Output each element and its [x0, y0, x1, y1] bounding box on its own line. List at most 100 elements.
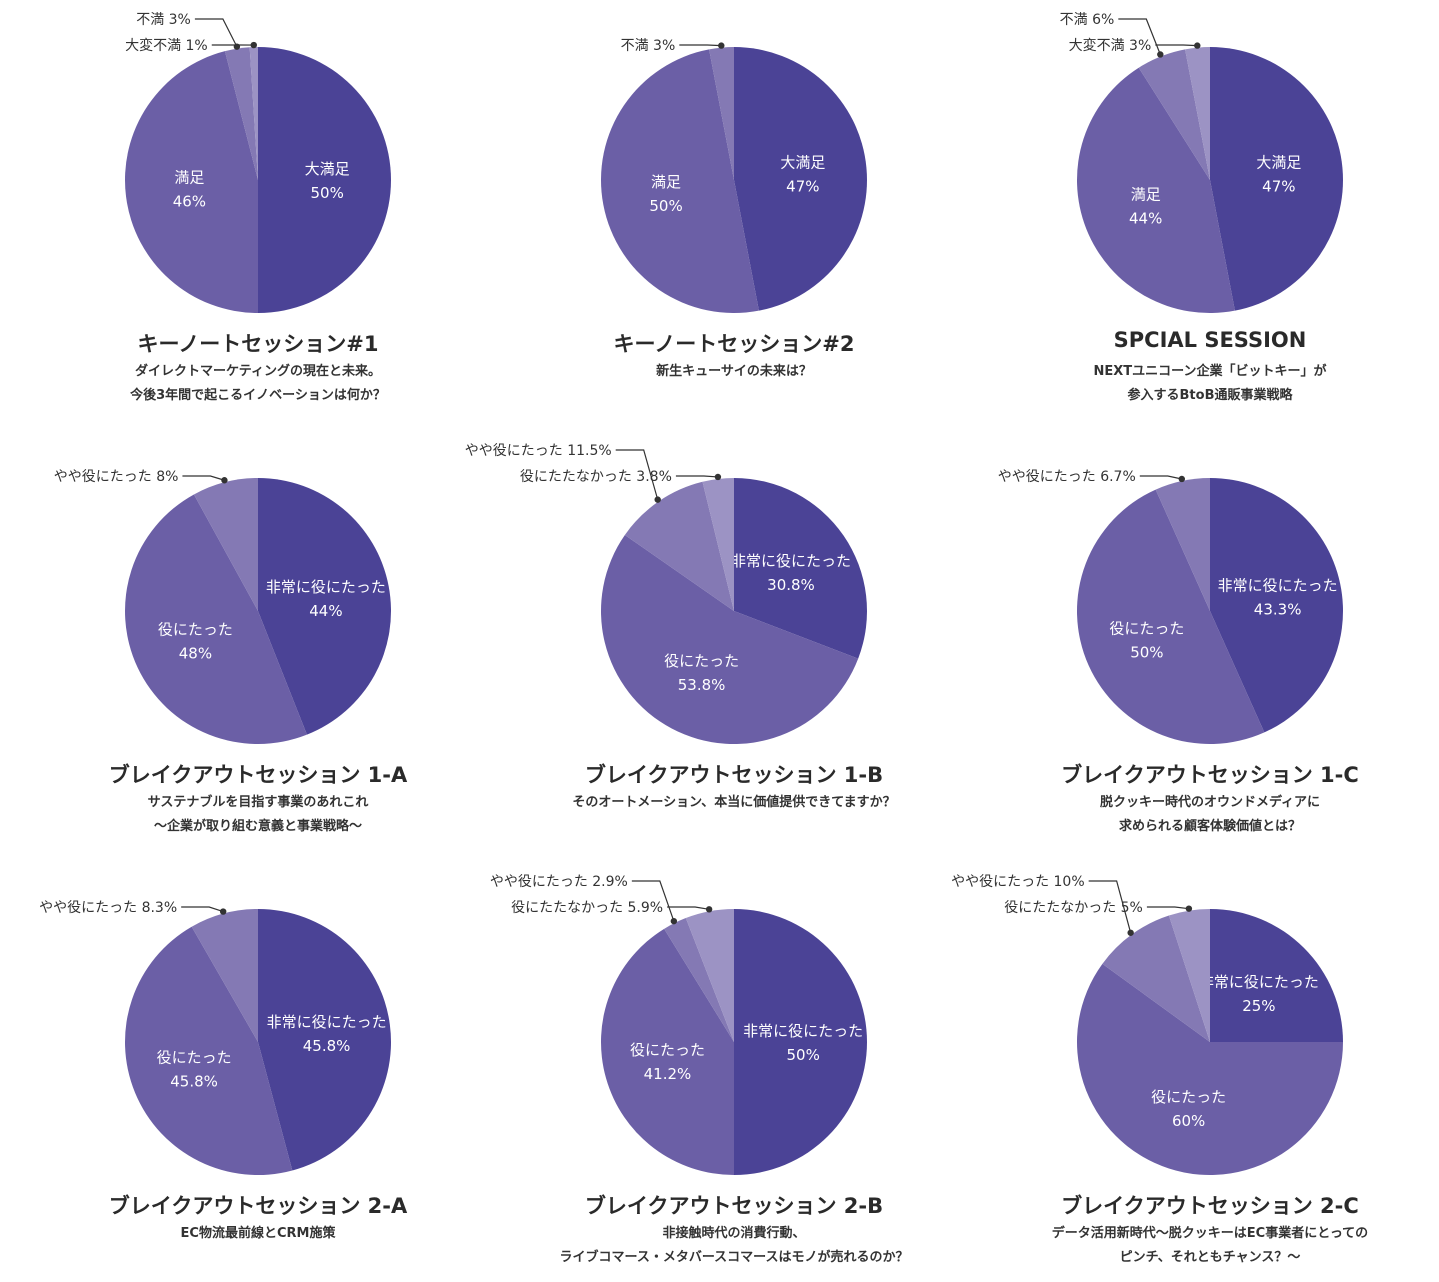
callout-dot	[1186, 905, 1192, 911]
callout-leader-line	[1147, 907, 1189, 909]
slice-label: 非常に役にたった	[266, 578, 386, 596]
slice-value-label: 50%	[310, 184, 343, 202]
slice-label: 役にたった	[157, 1048, 232, 1066]
slice-label: 非常に役にたった	[731, 552, 851, 570]
slice-value-label: 25%	[1242, 997, 1275, 1015]
chart-subtitle: ダイレクトマーケティングの現在と未来。今後3年間で起こるイノベーションは何か？	[23, 360, 493, 408]
slice-label: 役にたった	[1109, 619, 1184, 637]
chart-subtitle: NEXTユニコーン企業「ビットキー」が参入するBtoB通販事業戦略	[975, 360, 1439, 408]
callout-label: 役にたたなかった 5.9%	[511, 900, 663, 916]
callout-label: やや役にたった 11.5%	[465, 443, 612, 459]
slice-value-label: 48%	[179, 644, 212, 662]
slice-value-label: 53.8%	[678, 676, 726, 694]
slice-value-label: 50%	[786, 1046, 819, 1064]
chart-subtitle-line: そのオートメーション、本当に価値提供できてますか？	[499, 791, 969, 815]
slice-label: 役にたった	[1151, 1088, 1226, 1106]
slice-label: 満足	[1131, 185, 1161, 203]
callout-dot	[671, 918, 677, 924]
slice-value-label: 44%	[1129, 209, 1162, 227]
callout-dot	[220, 908, 226, 914]
callout-label: 不満 6%	[1060, 12, 1115, 28]
slice-value-label: 44%	[309, 602, 342, 620]
slice-label: 役にたった	[630, 1041, 705, 1059]
slice-label: 大満足	[305, 160, 350, 178]
slice-label: 大満足	[1256, 153, 1301, 171]
chart-subtitle: 新生キューサイの未来は？	[499, 360, 969, 384]
chart-subtitle-line: ～企業が取り組む意義と事業戦略～	[23, 815, 493, 839]
callout-leader-line	[181, 907, 223, 912]
callout-label: 不満 3%	[621, 38, 676, 54]
chart-subtitle-line: ライブコマース・メタバースコマースはモノが売れるのか？	[499, 1246, 969, 1270]
pie-slice-非常に役にたった	[734, 909, 867, 1175]
chart-subtitle: EC物流最前線とCRM施策	[23, 1222, 493, 1246]
slice-label: 役にたった	[664, 652, 739, 670]
chart-title: ブレイクアウトセッション 2-C	[975, 1190, 1439, 1220]
chart-subtitle-line: 今後3年間で起こるイノベーションは何か？	[23, 384, 493, 408]
slice-label: 役にたった	[158, 620, 233, 638]
chart-title: キーノートセッション#1	[23, 328, 493, 358]
chart-subtitle: そのオートメーション、本当に価値提供できてますか？	[499, 791, 969, 815]
callout-label: 役にたたなかった 3.8%	[520, 469, 672, 485]
callout-label: 役にたたなかった 5%	[1004, 900, 1143, 916]
pie-chart: 非常に役にたった 44% 役にたった 48% やや役にたった 8%	[23, 431, 493, 761]
slice-value-label: 46%	[173, 193, 206, 211]
chart-subtitle-line: NEXTユニコーン企業「ビットキー」が	[975, 360, 1439, 384]
slice-label: 非常に役にたった	[743, 1022, 863, 1040]
slice-value-label: 43.3%	[1254, 601, 1302, 619]
callout-leader-line	[667, 907, 709, 909]
callout-dot	[221, 477, 227, 483]
callout-leader-line	[679, 45, 721, 46]
callout-label: やや役にたった 8.3%	[39, 900, 177, 916]
chart-subtitle-line: 脱クッキー時代のオウンドメディアに	[975, 791, 1439, 815]
callout-label: 大変不満 1%	[125, 37, 208, 54]
callout-dot	[1194, 42, 1200, 48]
chart-subtitle: サステナブルを目指す事業のあれこれ～企業が取り組む意義と事業戦略～	[23, 791, 493, 839]
chart-subtitle-line: データ活用新時代～脱クッキーはEC事業者にとっての	[975, 1222, 1439, 1246]
slice-value-label: 45.8%	[170, 1072, 218, 1090]
callout-label: やや役にたった 10%	[951, 874, 1085, 890]
callout-dot	[706, 906, 712, 912]
chart-subtitle-line: 非接触時代の消費行動、	[499, 1222, 969, 1246]
chart-subtitle-line: サステナブルを目指す事業のあれこれ	[23, 791, 493, 815]
chart-title: SPCIAL SESSION	[975, 328, 1439, 352]
callout-label: 大変不満 3%	[1069, 37, 1152, 54]
chart-subtitle-line: 参入するBtoB通販事業戦略	[975, 384, 1439, 408]
pie-chart: 大満足 50% 満足 46% 不満 3% 大変不満 1%	[23, 0, 493, 330]
chart-subtitle-line: 新生キューサイの未来は？	[499, 360, 969, 384]
slice-label: 非常に役にたった	[1199, 973, 1319, 991]
chart-title: ブレイクアウトセッション 1-B	[499, 759, 969, 789]
chart-title: ブレイクアウトセッション 1-A	[23, 759, 493, 789]
slice-value-label: 47%	[786, 177, 819, 195]
chart-title: ブレイクアウトセッション 2-A	[23, 1190, 493, 1220]
slice-label: 満足	[174, 169, 204, 187]
chart-subtitle-line: EC物流最前線とCRM施策	[23, 1222, 493, 1246]
callout-label: やや役にたった 6.7%	[998, 469, 1136, 485]
chart-subtitle: 非接触時代の消費行動、ライブコマース・メタバースコマースはモノが売れるのか？	[499, 1222, 969, 1270]
callout-dot	[718, 42, 724, 48]
chart-title: ブレイクアウトセッション 2-B	[499, 1190, 969, 1220]
chart-subtitle-line: ピンチ、それともチャンス？～	[975, 1246, 1439, 1270]
callout-dot	[1127, 930, 1133, 936]
slice-value-label: 45.8%	[303, 1037, 351, 1055]
slice-label: 非常に役にたった	[1218, 577, 1338, 595]
callout-dot	[251, 42, 257, 48]
callout-leader-line	[182, 476, 224, 480]
chart-subtitle-line: 求められる顧客体験価値とは？	[975, 815, 1439, 839]
chart-subtitle-line: ダイレクトマーケティングの現在と未来。	[23, 360, 493, 384]
callout-dot	[1179, 476, 1185, 482]
callout-label: やや役にたった 8%	[54, 469, 179, 485]
slice-value-label: 60%	[1172, 1112, 1205, 1130]
callout-label: 不満 3%	[136, 12, 191, 28]
slice-value-label: 50%	[649, 197, 682, 215]
slice-label: 大満足	[780, 153, 825, 171]
